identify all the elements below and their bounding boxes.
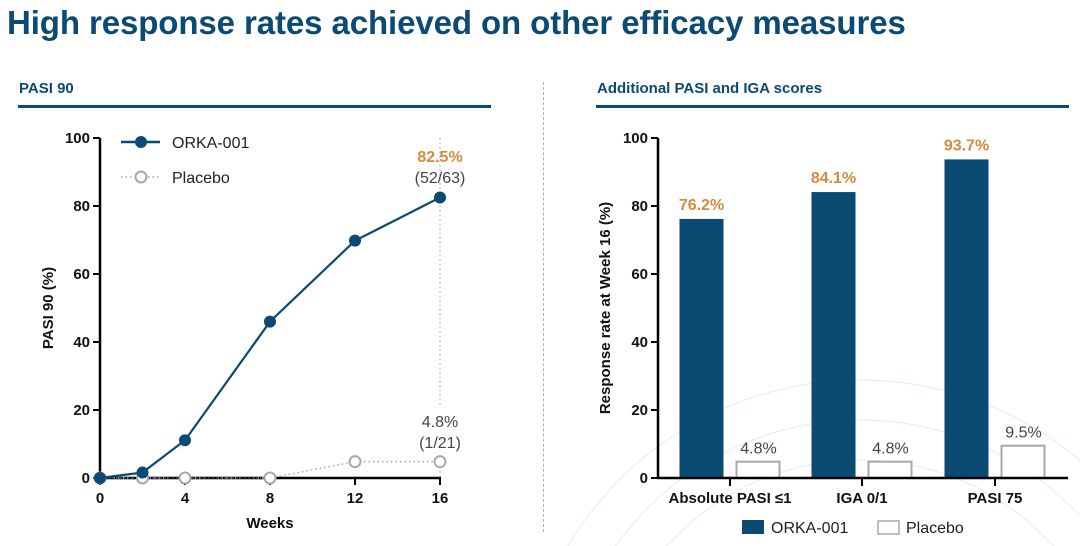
bar-chart-legend: ORKA-001 Placebo — [742, 520, 964, 537]
background-arc — [615, 419, 1080, 546]
x-category-label: PASI 75 — [968, 490, 1023, 507]
y-tick-label: 0 — [640, 470, 648, 487]
x-tick-label: 4 — [181, 490, 190, 507]
y-tick-label: 20 — [73, 402, 90, 419]
y-tick-label: 100 — [623, 130, 648, 147]
y-tick-label: 80 — [631, 198, 648, 215]
y-axis-title: Response rate at Week 16 (%) — [597, 202, 614, 414]
orka-bar — [811, 192, 856, 478]
line-chart-legend: ORKA-001 Placebo — [121, 135, 249, 187]
section-rule-left — [18, 105, 491, 108]
legend-orka-label: ORKA-001 — [172, 135, 249, 152]
y-tick-label: 80 — [73, 198, 90, 215]
orka-point — [264, 315, 276, 328]
orka-bar-value-label: 84.1% — [811, 170, 856, 187]
x-tick-label: 16 — [432, 490, 449, 507]
response-bar-chart: 76.2% 4.8% Absolute PASI ≤1 84.1% 4.8% IGA 0/… — [597, 130, 1068, 537]
panel-divider — [543, 82, 544, 532]
x-tick-label: 8 — [266, 490, 274, 507]
background-arc — [567, 379, 1080, 546]
background-arc — [666, 459, 1054, 546]
section-rule-right — [596, 105, 1069, 108]
placebo-bar — [735, 460, 781, 479]
page-title: High response rates achieved on other ef… — [7, 4, 906, 41]
orka-point — [94, 472, 106, 484]
legend-placebo-label: Placebo — [172, 170, 230, 187]
x-category-label: IGA 0/1 — [836, 490, 887, 507]
placebo-line — [100, 460, 440, 479]
placebo-bar — [1000, 444, 1046, 480]
decorative-background-arcs — [567, 379, 1080, 546]
y-tick-label: 60 — [631, 266, 648, 283]
x-axis-title: Weeks — [246, 515, 293, 532]
section-title-additional: Additional PASI and IGA scores — [597, 80, 823, 97]
legend-orka-marker — [135, 136, 147, 148]
orka-bar — [679, 218, 724, 479]
legend-orka-label: ORKA-001 — [771, 520, 848, 537]
y-tick-label: 40 — [73, 334, 90, 351]
pasi90-line-chart: 0 20 40 60 80 100 0 4 8 12 16 Weeks PASI 90 (%) 82.5%… — [40, 130, 470, 532]
placebo-week16-value-label: 4.8% — [422, 414, 458, 431]
orka-point — [349, 234, 361, 247]
y-tick-label: 40 — [631, 334, 648, 351]
placebo-point — [178, 471, 192, 485]
placebo-bar-value-label: 9.5% — [1005, 425, 1041, 442]
y-tick-label: 20 — [631, 402, 648, 419]
orka-bar-value-label: 76.2% — [679, 197, 724, 214]
x-tick-label: 12 — [347, 490, 364, 507]
y-axis-title: PASI 90 (%) — [40, 267, 57, 349]
orka-bar-value-label: 93.7% — [944, 137, 989, 154]
y-tick-label: 100 — [65, 130, 90, 147]
placebo-bar — [867, 460, 913, 479]
section-title-pasi90: PASI 90 — [19, 80, 74, 97]
placebo-point — [348, 455, 362, 469]
orka-line — [99, 196, 441, 480]
orka-bar — [944, 159, 989, 479]
x-tick-label: 0 — [96, 490, 104, 507]
orka-week16-count-label: (52/63) — [415, 170, 466, 187]
placebo-bar-value-label: 4.8% — [740, 441, 776, 458]
legend-orka-swatch — [742, 520, 764, 534]
orka-point — [179, 434, 191, 447]
legend-placebo-marker — [134, 170, 148, 184]
y-tick-label: 0 — [82, 470, 90, 487]
orka-week16-value-label: 82.5% — [417, 149, 462, 166]
placebo-bar-value-label: 4.8% — [872, 441, 908, 458]
placebo-point — [433, 455, 447, 469]
orka-point — [136, 466, 149, 479]
orka-point — [434, 191, 446, 204]
placebo-week16-count-label: (1/21) — [419, 435, 461, 452]
placebo-point — [263, 471, 277, 485]
legend-placebo-swatch — [877, 520, 900, 535]
y-tick-label: 60 — [73, 266, 90, 283]
annotation-mask — [410, 405, 470, 455]
x-category-label: Absolute PASI ≤1 — [669, 490, 792, 507]
legend-placebo-label: Placebo — [906, 520, 964, 537]
